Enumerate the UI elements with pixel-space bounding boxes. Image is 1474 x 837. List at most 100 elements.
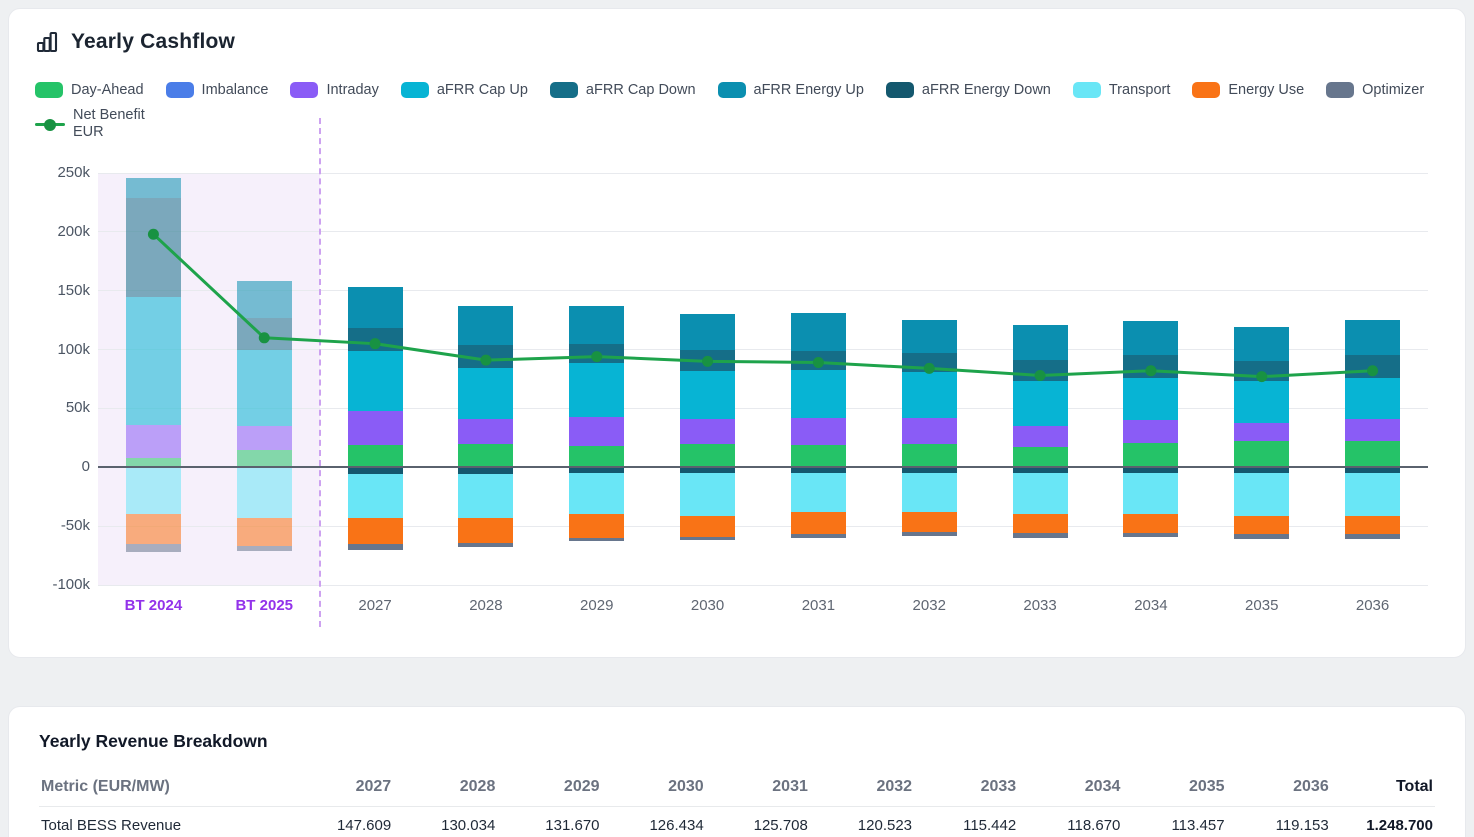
legend-item-afrr-cap-down[interactable]: aFRR Cap Down [549, 82, 696, 98]
bar-segment [1234, 473, 1290, 516]
legend-item-afrr-energy-down[interactable]: aFRR Energy Down [885, 82, 1051, 98]
bar-segment [680, 443, 736, 468]
bar-segment [1234, 534, 1290, 540]
table-header-cell: Metric (EUR/MW) [39, 768, 289, 807]
value-cell: 147.609 [289, 806, 394, 837]
bar-segment [1345, 534, 1401, 540]
bar-segment [458, 344, 514, 369]
table-header-cell: 2030 [601, 768, 706, 807]
legend-swatch [1192, 82, 1221, 98]
table-header-cell: 2027 [289, 768, 394, 807]
chart-legend-line: Net Benefit EUR [35, 107, 1439, 143]
revenue-breakdown-card: Yearly Revenue Breakdown Metric (EUR/MW)… [8, 706, 1466, 837]
legend-swatch [165, 82, 194, 98]
bar-segment [236, 349, 292, 427]
bar-segment [125, 197, 181, 297]
bar-segment [1345, 320, 1401, 356]
bar-segment [458, 443, 514, 468]
y-tick-label: 200k [57, 222, 90, 240]
legend-label: Transport [1108, 82, 1171, 98]
bar-segment [236, 467, 292, 518]
table-header-cell: 2033 [914, 768, 1019, 807]
table-title: Yearly Revenue Breakdown [39, 731, 268, 751]
bar-segment [1012, 447, 1068, 468]
bar-segment [901, 417, 957, 444]
legend-label: aFRR Cap Up [436, 82, 528, 98]
x-tick-label: 2027 [358, 597, 392, 614]
y-tick-label: 150k [57, 281, 90, 299]
bar-segment [125, 296, 181, 425]
legend-item-transport[interactable]: Transport [1072, 82, 1171, 98]
bar-segment [347, 287, 403, 329]
x-tick-label: 2029 [580, 597, 614, 614]
bar-segment [1234, 361, 1290, 382]
bar-segment [347, 543, 403, 550]
bar-segment [1345, 355, 1401, 378]
bar-segment [1345, 515, 1401, 535]
legend-label: aFRR Energy Down [921, 82, 1051, 98]
value-cell: 115.442 [914, 806, 1019, 837]
bar-segment [901, 443, 957, 468]
legend-item-net-benefit-eur[interactable]: Net Benefit EUR [35, 107, 145, 141]
bar-segment [680, 349, 736, 371]
legend-swatch [35, 82, 63, 98]
legend-label: Intraday [326, 82, 379, 98]
bar-segment [125, 514, 181, 544]
value-cell: 126.434 [601, 806, 706, 837]
gridline [98, 525, 1428, 527]
bar-segment [569, 306, 625, 344]
table-header-cell: 2028 [393, 768, 498, 807]
bar-segment [236, 317, 292, 350]
bar-segment [236, 449, 292, 468]
legend-swatch [549, 82, 578, 98]
bar-segment [458, 474, 514, 518]
bar-segment [1123, 321, 1179, 356]
legend-item-energy-use[interactable]: Energy Use [1192, 82, 1304, 98]
legend-item-afrr-cap-up[interactable]: aFRR Cap Up [400, 82, 528, 98]
legend-item-day-ahead[interactable]: Day-Ahead [35, 82, 144, 98]
bar-segment [1345, 377, 1401, 419]
bar-segment [790, 313, 846, 351]
bar-segment [569, 473, 625, 515]
y-tick-label: -50k [60, 517, 90, 535]
gridline [98, 349, 1428, 351]
bar-segment [347, 467, 403, 475]
value-cell: 113.457 [1122, 806, 1227, 837]
bar-segment [1012, 473, 1068, 515]
y-tick-label: 0 [81, 458, 90, 476]
legend-label: Net Benefit EUR [73, 107, 145, 140]
legend-item-imbalance[interactable]: Imbalance [165, 82, 268, 98]
bar-segment [1234, 381, 1290, 423]
bar-segment [1234, 327, 1290, 362]
bar-segment [1234, 467, 1290, 474]
bar-segment [1123, 355, 1179, 378]
bar-segment [901, 512, 957, 533]
bar-segment [236, 546, 292, 551]
y-tick-label: -100k [52, 576, 90, 593]
net-benefit-line-marker [35, 117, 65, 133]
bar-segment [1123, 533, 1179, 537]
value-cell: 120.523 [809, 806, 915, 837]
gridline [98, 584, 1428, 586]
table-header-cell: Total [1330, 768, 1435, 807]
bar-segment [1123, 473, 1179, 515]
legend-item-optimizer[interactable]: Optimizer [1326, 82, 1424, 98]
bar-segment [347, 444, 403, 468]
legend-item-intraday[interactable]: Intraday [290, 82, 379, 98]
bar-segment [569, 467, 625, 474]
legend-label: Day-Ahead [71, 82, 144, 98]
table-header-cell: 2036 [1226, 768, 1331, 807]
bar-segment [458, 542, 514, 548]
bar-segment [458, 467, 514, 475]
bar-segment [569, 446, 625, 468]
legend-item-afrr-energy-up[interactable]: aFRR Energy Up [717, 82, 864, 98]
bar-segment [125, 457, 181, 468]
bar-segment [1123, 442, 1179, 468]
bar-segment [125, 424, 181, 458]
bar-segment [1345, 467, 1401, 474]
x-tick-label: 2036 [1355, 597, 1390, 614]
net-benefit-line [152, 233, 1373, 379]
table-header-cell: 2032 [809, 768, 915, 807]
value-cell: 119.153 [1226, 806, 1331, 837]
legend-label: aFRR Cap Down [585, 82, 696, 98]
